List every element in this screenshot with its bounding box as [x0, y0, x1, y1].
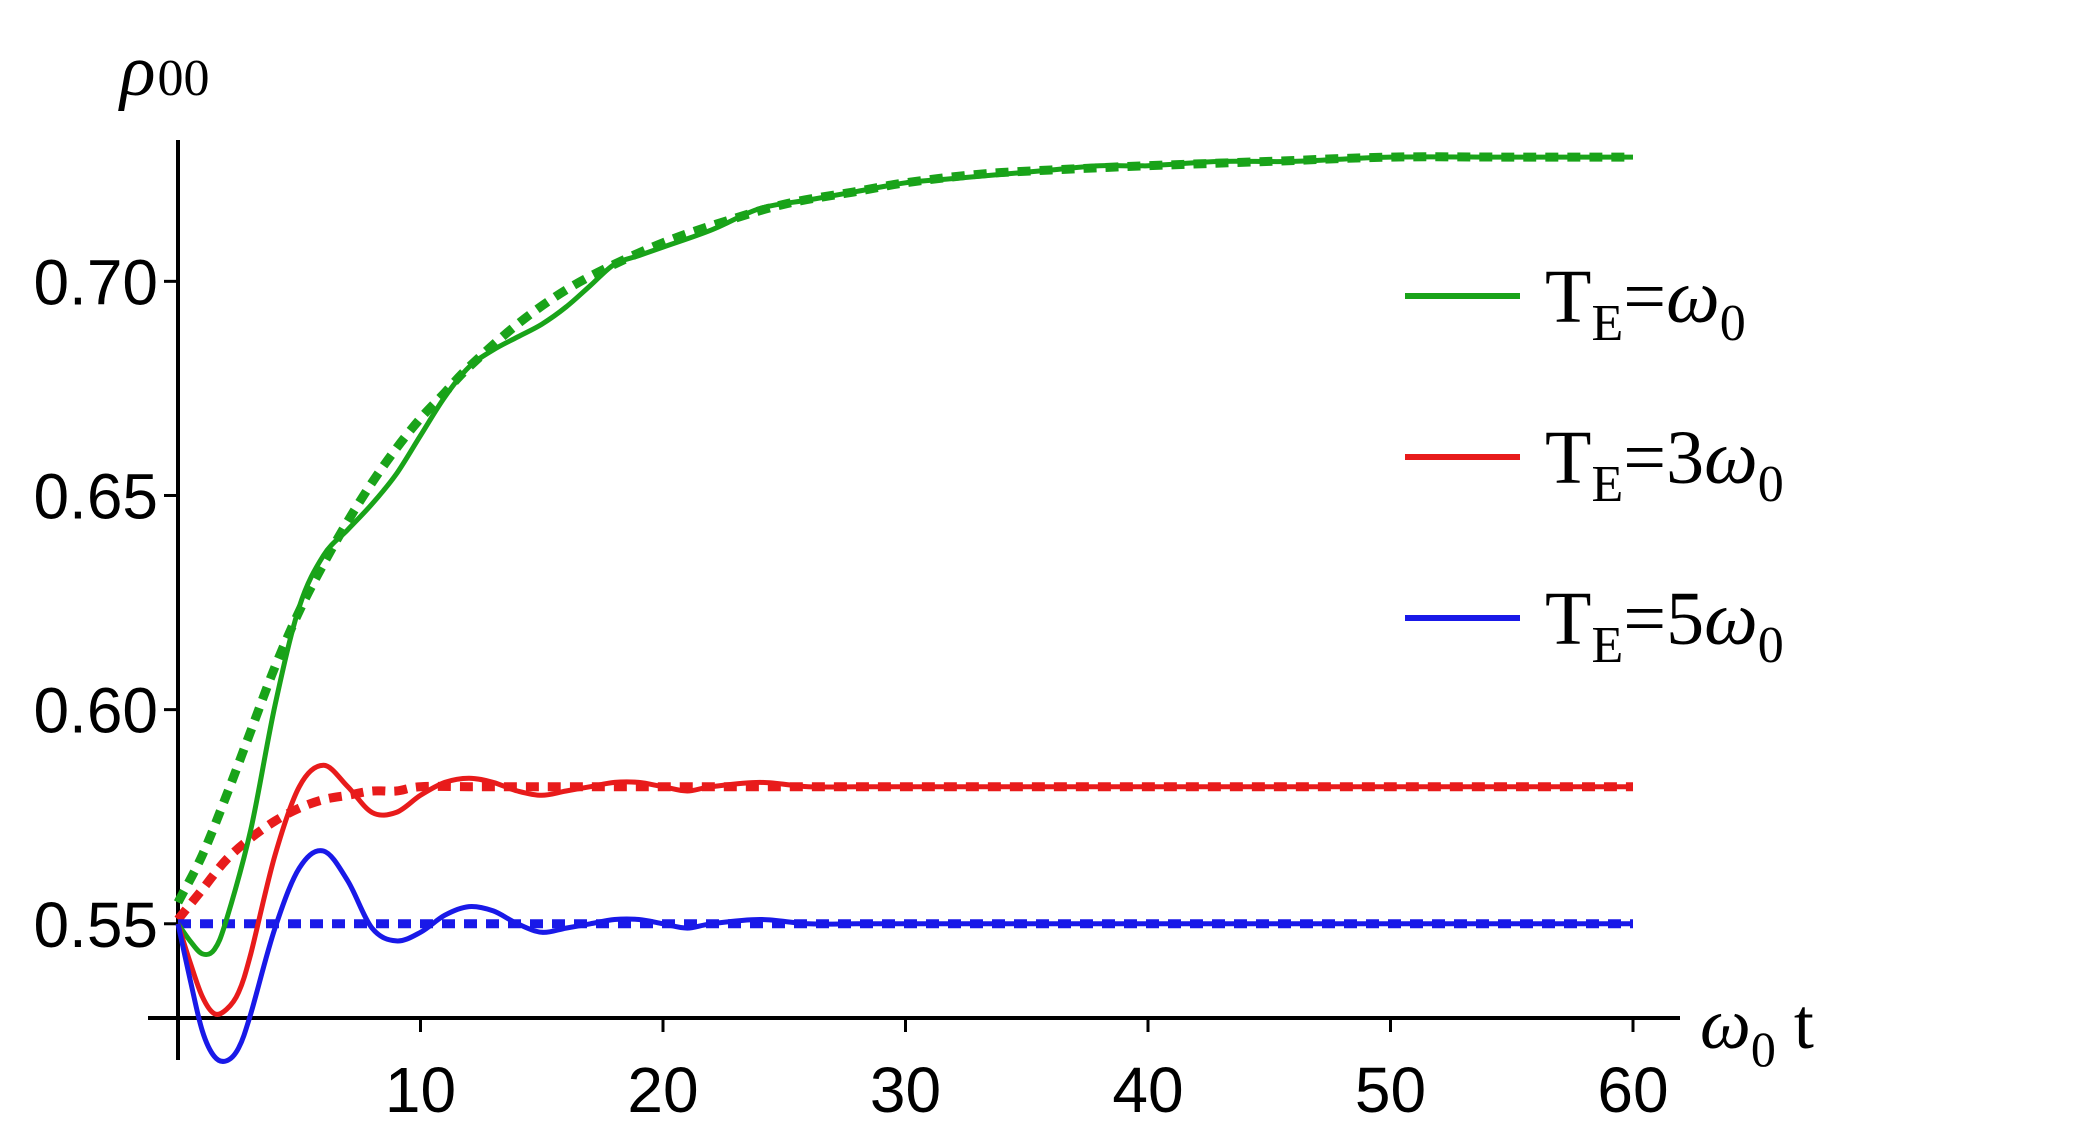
legend-label-part: 3: [1666, 416, 1704, 500]
x-tick-label: 60: [1597, 1054, 1668, 1124]
legend-label-part: 0: [1758, 617, 1784, 674]
series-layer: [173, 152, 1633, 1064]
y-tick-label: 0.60: [33, 675, 158, 747]
legend-label-part: =: [1623, 255, 1666, 339]
series-line-0: [175, 154, 1633, 958]
legend-label-part: =: [1623, 416, 1666, 500]
legend-label-part: T: [1545, 416, 1591, 500]
y-axis-label: ρ00: [118, 30, 210, 112]
legend-label-part: =: [1623, 577, 1666, 661]
series-line-3: [174, 781, 1633, 923]
x-tick-label: 40: [1112, 1054, 1183, 1124]
x-tick-label: 30: [870, 1054, 941, 1124]
series-line-4: [175, 848, 1633, 1064]
y-axis-symbol: ρ: [118, 30, 156, 112]
y-tick-label: 0.70: [33, 246, 158, 318]
axes: [148, 140, 1680, 1060]
legend-label-part: E: [1591, 295, 1623, 352]
ticks: 10 20 30 40 50 60 0.55 0.60 0.65 0.70: [33, 246, 1668, 1124]
legend-label-part: 5: [1666, 577, 1704, 661]
legend-label: TE=ω0: [1545, 255, 1746, 352]
legend-label-part: T: [1545, 577, 1591, 661]
legend-label-part: ω: [1704, 577, 1758, 661]
legend-label-part: ω: [1666, 255, 1720, 339]
x-axis-label: ω0 t: [1700, 984, 1814, 1077]
x-tick-label: 10: [385, 1054, 456, 1124]
series-line-2: [175, 762, 1633, 1017]
legend-label: TE=5ω0: [1545, 577, 1784, 674]
y-tick-label: 0.55: [33, 889, 158, 961]
legend-label-part: E: [1591, 617, 1623, 674]
legend-label-part: E: [1591, 456, 1623, 513]
x-axis-subscript: 0: [1751, 1021, 1776, 1077]
legend-label-part: 0: [1720, 295, 1746, 352]
y-tick-label: 0.65: [33, 460, 158, 532]
x-tick-label: 50: [1355, 1054, 1426, 1124]
legend-label: TE=3ω0: [1545, 416, 1784, 513]
legend-label-part: 0: [1758, 456, 1784, 513]
legend-label-part: ω: [1704, 416, 1758, 500]
x-axis-rest: t: [1776, 984, 1814, 1064]
x-tick-label: 20: [627, 1054, 698, 1124]
y-axis-subscript: 00: [158, 50, 210, 107]
legend-label-part: T: [1545, 255, 1591, 339]
x-axis-symbol: ω: [1700, 984, 1751, 1064]
